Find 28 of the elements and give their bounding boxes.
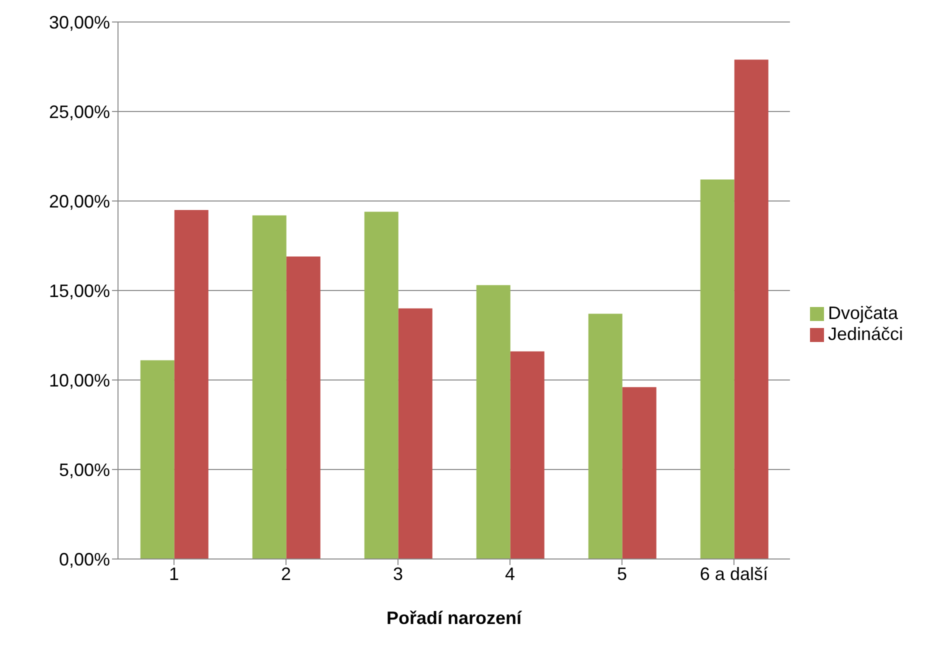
y-tick-label: 30,00%	[48, 12, 110, 32]
y-tick-label: 5,00%	[58, 460, 110, 480]
bar	[364, 212, 398, 559]
bar	[700, 180, 734, 559]
y-tick-label: 15,00%	[48, 280, 110, 301]
x-tick-label: 2	[280, 564, 291, 584]
legend-label: Dvojčata	[828, 302, 898, 322]
x-tick-label: 1	[168, 564, 180, 584]
y-tick-label: 10,00%	[48, 370, 110, 390]
bar	[252, 215, 286, 559]
x-tick-label: 3	[392, 564, 403, 584]
x-axis-title: Pořadí narození	[386, 608, 522, 628]
y-tick-label: 0,00%	[58, 549, 110, 570]
bar	[734, 60, 768, 559]
x-tick-label: 5	[616, 564, 627, 584]
bar	[286, 256, 320, 559]
bar	[476, 285, 510, 559]
y-tick-label: 20,00%	[48, 191, 110, 212]
legend-label: Jedináčci	[828, 324, 903, 344]
bar	[174, 210, 208, 559]
x-tick-label: 6 a další	[700, 564, 768, 584]
bar	[398, 308, 432, 559]
bar	[510, 351, 544, 559]
bar	[140, 360, 174, 559]
bar	[588, 314, 622, 559]
y-tick-label: 25,00%	[48, 102, 110, 122]
x-tick-label: 4	[504, 564, 515, 584]
bar	[622, 387, 656, 559]
